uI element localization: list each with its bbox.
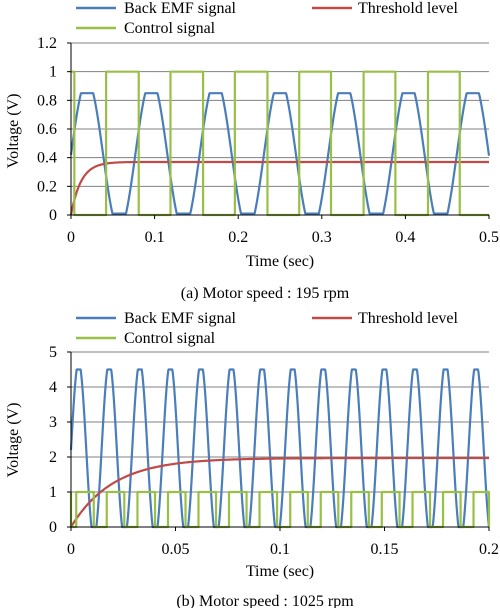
caption-a: (a) Motor speed : 195 rpm [181,285,350,302]
chart-a: Back EMF signal Threshold level Control … [5,0,499,302]
y-tick-label-a-3: 0.6 [37,121,57,138]
legend-b: Back EMF signal Threshold level Control … [76,310,459,347]
x-axis-label-b: Time (sec) [246,563,314,580]
legend-a-back-emf-label: Back EMF signal [124,0,237,17]
axes-a: 0 0.2 0.4 0.6 0.8 1 1.2 0 0.1 0.2 0.3 0.4 0.5 [37,35,499,246]
x-tick-label-a-4: 0.4 [395,229,415,246]
axes-b: 0 1 2 3 4 5 0 0.05 0.1 0.15 0.2 [49,344,499,558]
x-tick-label-b-2: 0.1 [270,541,290,558]
y-tick-label-a-6: 1.2 [37,35,57,52]
x-tick-label-a-0: 0 [67,229,75,246]
y-tick-label-b-3: 3 [49,414,57,431]
x-tick-label-a-3: 0.3 [312,229,332,246]
y-tick-label-b-2: 2 [49,449,57,466]
legend-a-threshold-label: Threshold level [358,0,459,17]
y-tick-label-b-1: 1 [49,484,57,501]
y-tick-label-a-1: 0.2 [37,178,57,195]
x-tick-label-b-4: 0.2 [479,541,499,558]
x-tick-label-b-3: 0.15 [371,541,399,558]
legend-b-control-label: Control signal [124,330,216,347]
y-tick-label-b-4: 4 [49,379,57,396]
series-b-back-emf [69,368,491,529]
plot-area-a [69,70,491,217]
y-axis-label-b: Voltage (V) [5,403,22,478]
y-axis-label-a: Voltage (V) [5,94,22,169]
y-tick-label-a-0: 0 [49,207,57,224]
legend-a: Back EMF signal Threshold level Control … [76,0,459,37]
series-a-threshold [69,160,490,216]
y-tick-label-a-4: 0.8 [37,92,57,109]
y-tick-label-b-0: 0 [49,519,57,536]
grid-a [71,42,489,187]
series-b-threshold [70,456,490,528]
x-tick-label-a-2: 0.2 [228,229,248,246]
caption-b: (b) Motor speed : 1025 rpm [176,593,354,608]
legend-a-control-label: Control signal [124,20,216,37]
chart-b: Back EMF signal Threshold level Control … [5,310,499,608]
y-tick-label-b-5: 5 [49,344,57,361]
x-tick-label-b-1: 0.05 [162,541,190,558]
plot-area-b [69,368,491,529]
x-tick-label-a-5: 0.5 [479,229,499,246]
x-axis-label-a: Time (sec) [246,253,314,270]
y-tick-label-a-2: 0.4 [37,150,57,167]
x-tick-label-b-0: 0 [67,541,75,558]
y-tick-label-a-5: 1 [49,64,57,81]
x-tick-label-a-1: 0.1 [145,229,165,246]
legend-b-back-emf-label: Back EMF signal [124,310,237,327]
series-a-back-emf [69,92,491,215]
legend-b-threshold-label: Threshold level [358,310,459,327]
